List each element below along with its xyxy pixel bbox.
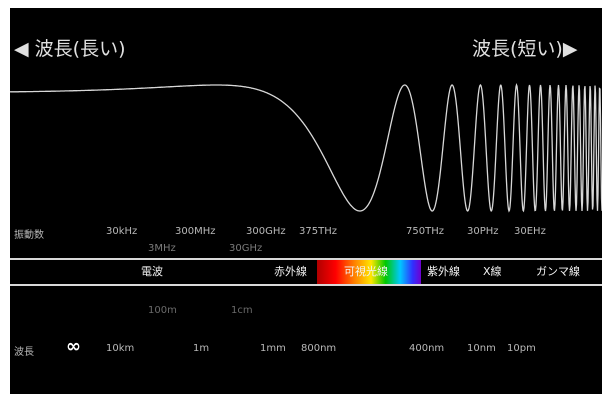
wl-tick-1m: 1m: [193, 343, 210, 354]
wl-tick-100m: 100m: [148, 305, 177, 316]
wavelength-label: 波長: [14, 347, 34, 358]
infinity-symbol: ∞: [66, 336, 81, 357]
freq-tick-30ghz: 30GHz: [229, 243, 263, 254]
wl-tick-10pm: 10pm: [507, 343, 536, 354]
freq-tick-30khz: 30kHz: [106, 226, 138, 237]
wl-tick-400nm: 400nm: [409, 343, 445, 354]
band-gamma: ガンマ線: [536, 265, 580, 278]
wl-tick-10nm: 10nm: [467, 343, 496, 354]
short-wavelength-header: 波長(短い)▶: [472, 38, 578, 60]
freq-tick-300mhz: 300MHz: [175, 226, 216, 237]
freq-tick-750thz: 750THz: [406, 226, 444, 237]
spectrum-diagram: ◀ 波長(長い) 波長(短い)▶ 振動数 30kHz 300MHz 300GHz…: [10, 8, 602, 394]
wl-tick-1mm: 1mm: [260, 343, 286, 354]
band-infrared: 赤外線: [274, 265, 307, 278]
freq-tick-3mhz: 3MHz: [148, 243, 176, 254]
freq-tick-30phz: 30PHz: [467, 226, 499, 237]
band-visible: 可視光線: [344, 265, 388, 278]
band-bottom-line: [10, 284, 602, 286]
band-xray: X線: [483, 265, 502, 278]
spectrum-band-bar: 電波 赤外線 可視光線 紫外線 X線 ガンマ線: [10, 258, 602, 286]
wl-tick-1cm: 1cm: [231, 305, 253, 316]
wl-tick-800nm: 800nm: [301, 343, 337, 354]
wl-tick-10km: 10km: [106, 343, 135, 354]
freq-tick-30ehz: 30EHz: [514, 226, 546, 237]
visible-light-gradient: [317, 260, 421, 284]
wave-illustration: [10, 83, 602, 213]
band-ultraviolet: 紫外線: [427, 265, 460, 278]
freq-tick-300ghz: 300GHz: [246, 226, 286, 237]
band-top-line: [10, 258, 602, 260]
wave-curve: [10, 83, 602, 213]
long-wavelength-header: ◀ 波長(長い): [14, 38, 126, 60]
freq-tick-375thz: 375THz: [299, 226, 337, 237]
frequency-label: 振動数: [14, 230, 44, 241]
band-radio: 電波: [141, 265, 163, 278]
